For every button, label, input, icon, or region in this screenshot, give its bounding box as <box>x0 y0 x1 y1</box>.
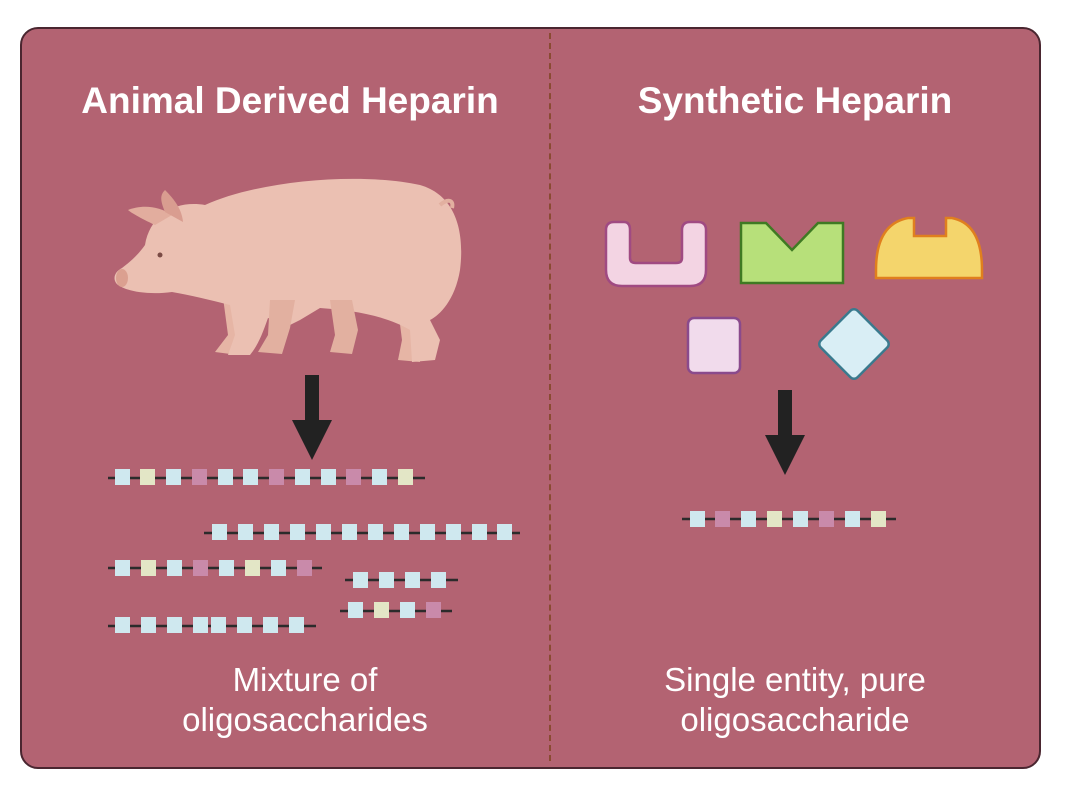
chain-6 <box>108 617 316 633</box>
pig-body <box>114 178 462 362</box>
pig-snout <box>116 269 128 287</box>
square-block-icon <box>686 316 742 375</box>
dome-block-icon <box>874 216 984 280</box>
oligosaccharide-chains-mixture <box>108 469 520 633</box>
panel-divider <box>549 33 551 761</box>
chain-5 <box>340 602 452 618</box>
pig-ear <box>128 206 172 225</box>
animal-heparin-title: Animal Derived Heparin <box>81 80 499 121</box>
pig-leg <box>258 300 295 354</box>
down-arrow-icon <box>765 390 805 475</box>
synthetic-heparin-caption: Single entity, pure oligosaccharide <box>550 660 1040 740</box>
pig-tail <box>438 198 455 209</box>
v-notch-block-icon <box>739 221 845 285</box>
chain-3 <box>108 560 322 576</box>
chain-4 <box>345 572 458 588</box>
animal-heparin-caption: Mixture of oligosaccharides <box>60 660 550 740</box>
pig-icon <box>114 178 462 362</box>
u-shape-block-icon <box>604 220 708 288</box>
chain-2 <box>204 524 520 540</box>
caption-line: Single entity, pure <box>664 661 926 698</box>
building-blocks <box>604 216 984 380</box>
caption-line: oligosaccharides <box>182 701 428 738</box>
synthetic-heparin-title: Synthetic Heparin <box>637 80 953 121</box>
diagram-panel <box>20 27 1041 769</box>
diamond-block-icon <box>818 308 890 380</box>
pig-ear <box>161 190 183 222</box>
pig-leg <box>330 300 358 354</box>
caption-line: Mixture of <box>232 661 378 698</box>
chain-1 <box>108 469 425 485</box>
caption-line: oligosaccharide <box>680 701 910 738</box>
oligosaccharide-chain-pure <box>682 511 896 527</box>
down-arrow-icon <box>292 375 332 460</box>
pig-eye <box>157 252 163 258</box>
